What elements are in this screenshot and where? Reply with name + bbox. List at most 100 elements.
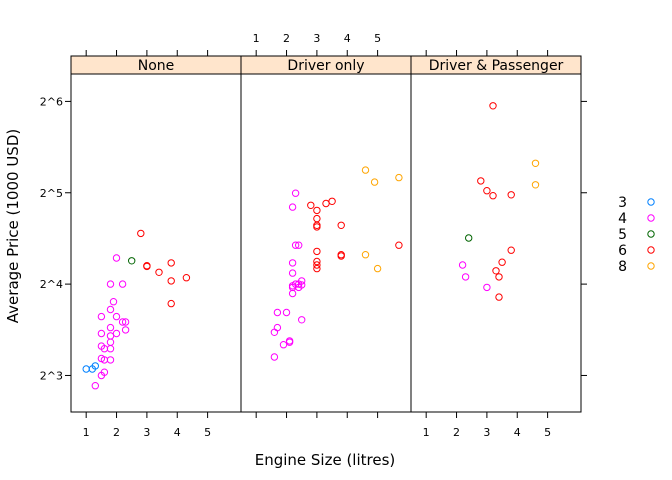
panel-1: None [70,55,242,413]
data-point [273,308,282,317]
data-point [507,246,515,254]
data-point [370,178,379,186]
panel-frame [240,73,412,413]
data-point [322,199,330,208]
data-point [295,241,303,249]
top-x-axis: 1 2 3 4 5 [85,32,549,56]
data-point [137,229,145,238]
data-point [106,338,115,346]
data-point [106,323,115,332]
x-tick-label: 3 [143,426,150,439]
data-point [167,277,175,285]
legend-label: 3 [618,195,627,211]
data-point [313,214,321,223]
data-point [395,241,403,249]
data-point [97,312,106,321]
data-point [121,318,130,326]
data-point [483,187,491,195]
data-point [495,273,503,281]
data-point [531,181,540,189]
x-tick-label: 4 [514,426,521,439]
data-point [489,102,497,110]
legend-label: 4 [618,211,627,227]
y-tick-label: 2^4 [40,278,63,291]
x-tick-label: 1 [83,426,90,439]
data-point [91,362,100,370]
data-point [288,289,297,298]
data-point [498,258,506,266]
data-point [106,332,115,340]
data-point [285,337,294,345]
data-point [155,268,163,276]
data-point [118,280,127,288]
data-point [282,308,291,317]
data-point [106,345,115,353]
x-axis-title: Engine Size (litres) [255,451,396,469]
data-point [395,173,403,182]
x-tick-label: 1 [423,426,430,439]
data-point [313,257,321,266]
data-point [307,201,315,210]
data-point [270,328,279,336]
panel-2: Driver only [240,55,412,413]
x-tick-label: 5 [544,426,551,439]
data-point [167,259,175,267]
legend-label: 5 [618,227,627,243]
panels: None Driver only Driver & Passenger [70,55,582,413]
legend-marker [647,214,655,222]
x-tick-label: 2 [453,426,460,439]
legend-label: 6 [618,243,627,259]
x-tick-label: 5 [204,426,211,439]
data-point [492,267,500,275]
strip-label: None [138,58,175,74]
data-point [313,264,321,273]
data-point [495,293,503,301]
data-point [458,261,467,269]
data-point [328,197,336,206]
data-point [109,298,118,306]
data-point [167,299,175,308]
x-tick-label: 2 [113,426,120,439]
data-point [82,365,90,373]
x-tick-label: 3 [483,426,490,439]
x-tick-label: 1 [253,32,260,45]
legend-marker [647,246,655,254]
data-point [313,247,321,256]
data-point [288,259,297,267]
data-point [507,191,515,199]
data-point [100,368,109,376]
data-point [106,305,115,314]
data-point [182,274,191,282]
y-axis: 2^3 2^4 2^5 2^6 [40,95,587,382]
data-point [465,234,473,242]
data-point [313,261,321,269]
data-point [313,223,321,231]
data-point [461,273,470,281]
x-tick-label: 5 [374,32,381,45]
x-tick-label: 4 [174,426,181,439]
data-point [112,254,121,262]
data-point [313,206,321,215]
data-point [489,192,497,200]
data-point [298,277,306,285]
data-point [291,241,300,249]
y-axis-title: Average Price (1000 USD) [4,129,22,323]
data-point [279,341,288,349]
data-point [112,329,121,338]
legend-marker [647,198,655,206]
data-point [273,323,282,332]
data-point [121,326,130,334]
legend-label: 8 [618,259,627,275]
data-point [143,262,151,271]
data-point [270,353,279,361]
data-point [298,281,306,289]
data-point [91,382,100,390]
data-point [337,252,345,260]
data-point [298,316,306,324]
data-point [118,318,127,326]
strip-label: Driver only [287,58,364,74]
data-point [112,312,121,321]
y-tick-label: 2^5 [40,187,63,200]
legend-marker [647,262,655,270]
